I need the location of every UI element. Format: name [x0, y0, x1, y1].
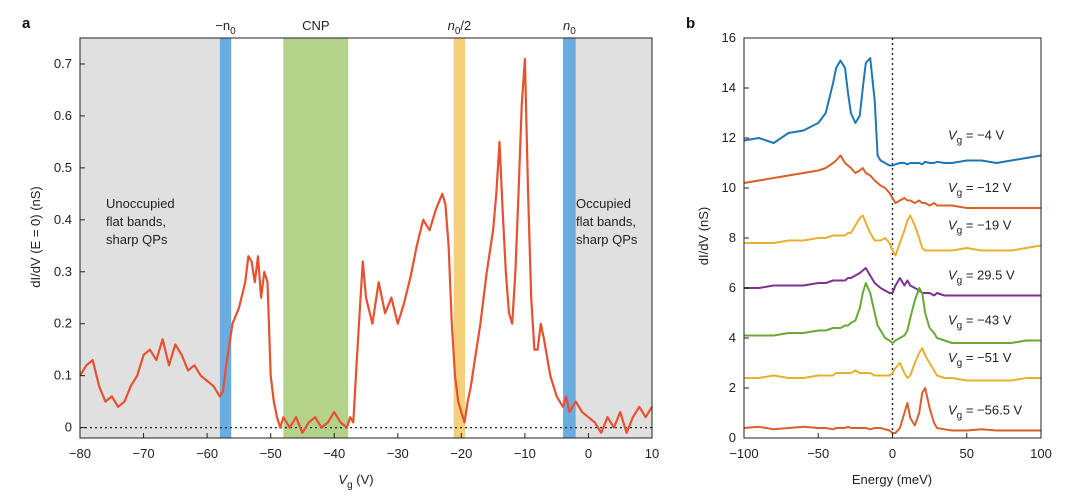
panel-b-series-label: Vg = −51 V [948, 350, 1012, 369]
region-n0 [563, 38, 576, 438]
band-label-cnp: CNP [302, 18, 329, 33]
annotation-unoccupied-line1: Unoccupied [106, 196, 175, 211]
panel-b-series-line [744, 347, 1041, 382]
panel-b-series-label: Vg = −12 V [948, 180, 1012, 199]
annotation-occupied-line1: Occupied [576, 196, 631, 211]
panel-b-ytick-label: 4 [729, 330, 736, 345]
region-unoccupied [80, 38, 220, 438]
panel-b-ytick-label: 8 [729, 230, 736, 245]
panel-b-series-label: Vg = −56.5 V [948, 403, 1023, 422]
panel-a-xtick-label: 0 [585, 446, 592, 461]
annotation-unoccupied-line3: sharp QPs [106, 232, 168, 247]
region-occupied [575, 38, 652, 438]
panel-a-xtick-label: −70 [133, 446, 155, 461]
panel-a-ylabel: dI/dV (E = 0) (nS) [28, 186, 43, 288]
panel-b-ytick-label: 6 [729, 280, 736, 295]
panel-a-xtick-label: −60 [196, 446, 218, 461]
annotation-unoccupied-line2: flat bands, [106, 214, 166, 229]
panel-b-xlabel: Energy (meV) [852, 472, 932, 487]
panel-a-xtick-label: −40 [323, 446, 345, 461]
annotation-occupied-line2: flat bands, [576, 214, 636, 229]
panel-a-series-line [79, 57, 653, 434]
panel-b-xtick-label: 0 [889, 446, 896, 461]
panel-a-ytick-label: 0.6 [54, 108, 72, 123]
panel-b-series-line [744, 267, 1041, 297]
panel-a-ytick-label: 0.5 [54, 160, 72, 175]
panel-label-a: a [22, 15, 31, 32]
band-label-minus-n0: −n0 [215, 18, 236, 37]
panel-a-xtick-label: −10 [514, 446, 536, 461]
panel-a-ytick-label: 0.2 [54, 316, 72, 331]
panel-a-ytick-label: 0.1 [54, 368, 72, 383]
region-cnp [283, 38, 349, 438]
panel-a-xtick-label: −80 [69, 446, 91, 461]
panel-a-ytick-label: 0.4 [54, 212, 72, 227]
panel-b-series-line [743, 387, 1041, 434]
panel-b-series-label: Vg = −4 V [948, 128, 1004, 147]
panel-a-xtick-label: 10 [645, 446, 659, 461]
panel-a-xtick-label: −30 [387, 446, 409, 461]
panel-b-ytick-label: 0 [729, 430, 736, 445]
band-label-half-n0: n0/2 [448, 18, 472, 37]
panel-b-series-line [744, 282, 1041, 344]
panel-b-series-line [744, 214, 1042, 257]
panel-b-series-line [743, 57, 1042, 167]
panel-b-xtick-label: 100 [1030, 446, 1052, 461]
panel-b-xtick-label: −100 [729, 446, 758, 461]
panel-b-ytick-label: 14 [722, 80, 736, 95]
panel-a-ytick-label: 0 [65, 420, 72, 435]
panel-a-xlabel: Vg (V) [338, 472, 373, 491]
panel-b-ytick-label: 16 [722, 30, 736, 45]
panel-b-ytick-label: 2 [729, 380, 736, 395]
panel-b-series-label: Vg = 29.5 V [948, 268, 1015, 287]
panel-a-xtick-label: −20 [450, 446, 472, 461]
panel-label-b: b [686, 15, 695, 32]
annotation-occupied-line3: sharp QPs [576, 232, 638, 247]
panel-b-series-label: Vg = −19 V [948, 218, 1012, 237]
panel-b-xtick-label: 50 [960, 446, 974, 461]
region-half-n0 [453, 38, 466, 438]
panel-b-ytick-label: 10 [722, 180, 736, 195]
panel-b-ylabel: dI/dV (nS) [696, 207, 711, 266]
panel-b-series-label: Vg = −43 V [948, 313, 1012, 332]
panel-b-ytick-label: 12 [722, 130, 736, 145]
band-label-n0: n0 [563, 18, 576, 37]
panel-b-xtick-label: −50 [807, 446, 829, 461]
panel-a-ytick-label: 0.7 [54, 56, 72, 71]
panel-a-chart: −80 −70 −60 −50 −40 −30 −20 −10 0 10 0 0.1 0.2 0.3 0.… [28, 18, 659, 491]
panel-a-ytick-label: 0.3 [54, 264, 72, 279]
panel-a-axes-frame [79, 37, 653, 439]
region-minus-n0 [219, 38, 232, 438]
panel-b-chart: −100 −50 0 50 100 0 2 4 6 8 10 12 14 16 Vg = −4 V Vg … [696, 30, 1052, 487]
panel-a-xtick-label: −50 [260, 446, 282, 461]
panel-b-series-line [743, 154, 1041, 209]
